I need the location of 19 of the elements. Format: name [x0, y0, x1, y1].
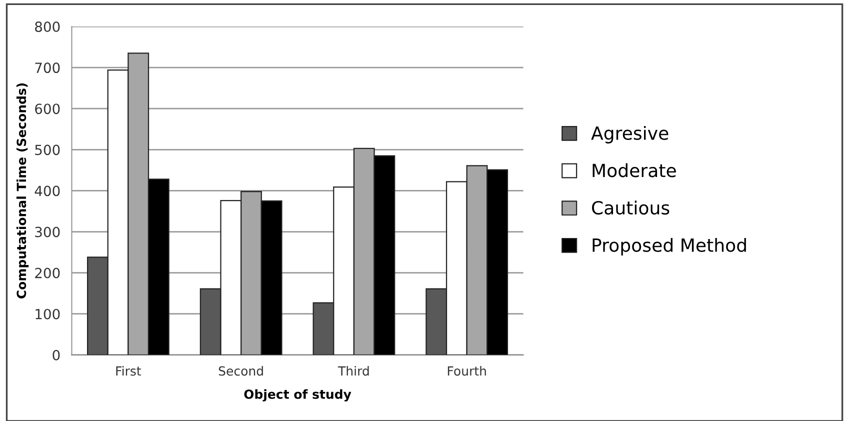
y-tick-label: 0 [52, 350, 60, 360]
y-tick-label: 200 [35, 268, 60, 278]
legend-label: Agresive [591, 126, 668, 144]
y-tick-label: 700 [35, 62, 60, 74]
x-axis-title: Object of study [244, 389, 352, 402]
x-tick-label: First [116, 366, 142, 376]
legend-label: Proposed Method [592, 238, 746, 256]
x-tick-label: Second [218, 366, 263, 376]
y-tick-label: 800 [35, 21, 60, 32]
legend-label: Cautious [592, 200, 670, 215]
y-tick-label: 600 [35, 104, 60, 114]
y-tick-label: 300 [35, 226, 60, 238]
x-tick-label: Fourth [448, 366, 486, 376]
legend-label: Moderate [592, 163, 676, 178]
y-axis-title: Computational Time (Seconds) [16, 83, 29, 298]
y-tick-label: 400 [34, 186, 60, 196]
x-tick-label: Third [338, 366, 369, 376]
y-tick-label: 100 [36, 308, 60, 320]
y-tick-label: 500 [35, 144, 60, 156]
